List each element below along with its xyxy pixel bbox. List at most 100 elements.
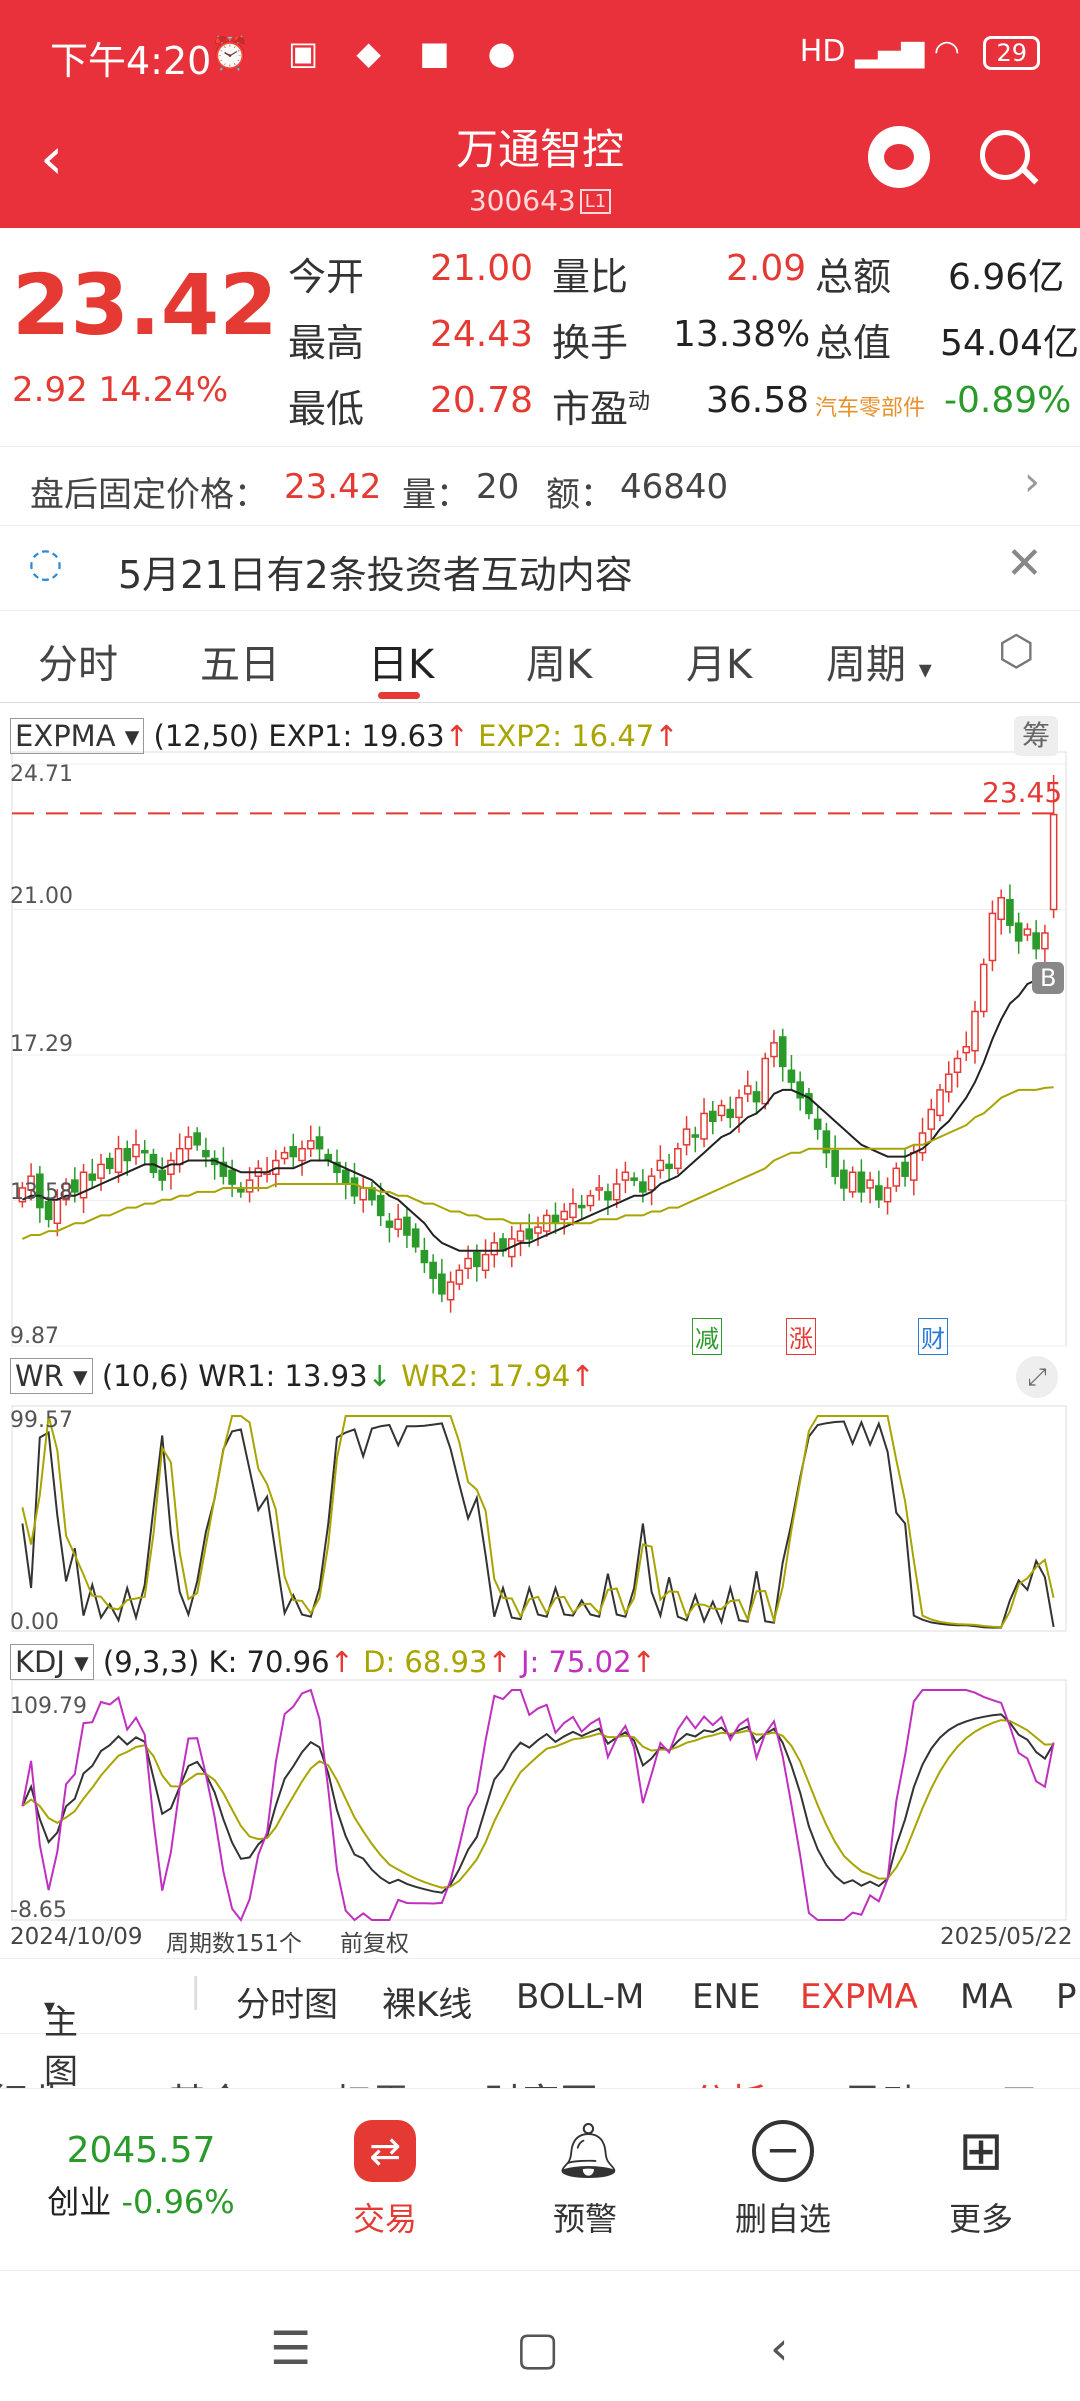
indicator-bare-k[interactable]: 裸K线 [382,1985,473,2025]
panel-frame-0 [11,751,1067,1347]
indicator-intraday[interactable]: 分时图 [236,1985,338,2025]
candle-body [280,1151,289,1160]
feature-risk-scan[interactable]: 扫雷 [334,2072,410,2088]
last-price: 23.42 [12,256,278,354]
candle-body [674,1147,682,1170]
marker-reduce[interactable]: 减 [692,1318,722,1355]
value-market-cap: 54.04亿 [940,323,1080,364]
after-hours-vol: 20 [476,467,520,507]
index-widget[interactable]: 2045.57 创业 -0.96% [36,2130,246,2223]
nav-trade[interactable]: ⇄ 交易 [300,2120,470,2240]
status-notification-icons: ⏰ ▣ ◆ ■ ● [210,34,530,72]
settings-hexagon-icon[interactable]: ⬡ [998,626,1035,675]
active-tab-indicator [378,692,420,699]
period-tabs: 分时 五日 日K 周K 月K 周期 ▾ ⬡ [0,612,1080,703]
candle-body [805,1093,813,1115]
kdj-header: KDJ ▾ (9,3,3) K: 70.96↑ D: 68.93↑ J: 75.… [10,1644,656,1680]
candle-body [455,1269,464,1285]
nav-alert[interactable]: 🔔︎ 预警 [500,2120,670,2240]
adjust-mode[interactable]: 前复权 [340,1931,409,1957]
quote-panel: 23.42 2.92 14.24% 今开 21.00 量比 2.09 总额 6.… [0,228,1080,446]
indicator-ma[interactable]: MA [960,1977,1013,2017]
menu-icon[interactable]: ☰ [270,2321,312,2375]
tab-five-day[interactable]: 五日 [200,642,280,688]
search-icon[interactable] [980,130,1030,180]
stock-name: 万通智控 [455,125,624,174]
feature-movement[interactable]: 异动 [844,2072,920,2088]
candle-body [551,1214,560,1224]
assistant-robot-icon[interactable] [868,126,930,188]
chart-canvas[interactable] [0,706,1080,1952]
tab-weekly-k[interactable]: 周K [526,642,593,688]
notice-text[interactable]: 5月21日有2条投资者互动内容 [118,553,633,597]
stock-code: 300643 [468,184,576,217]
feature-fund[interactable]: 基金 [168,2072,244,2088]
main-indicator-bar: 主图 ▾ | 分时图 裸K线 BOLL-M ENE EXPMA MA P [0,1958,1080,2092]
candle-body [875,1185,883,1201]
candle-body [944,1073,953,1093]
candle-body [473,1251,481,1268]
candle-body [988,912,997,962]
indicator-ene[interactable]: ENE [692,1977,761,2017]
tab-daily-k[interactable]: 日K [368,642,435,688]
candle-body [341,1169,350,1185]
indicator-boll[interactable]: BOLL-M [516,1977,645,2017]
feature-more[interactable]: 三 [1000,2072,1038,2088]
tab-monthly-k[interactable]: 月K [686,642,753,688]
nav-more[interactable]: ⊞ 更多 [896,2120,1066,2240]
indicator-more[interactable]: P [1056,1977,1077,2017]
candle-body [516,1230,525,1242]
candle-body [140,1149,149,1154]
close-icon[interactable]: ✕ [1006,538,1043,589]
indicator-expma[interactable]: EXPMA [800,1977,918,2017]
wr2-line [21,1415,1055,1629]
candle-body [962,1046,971,1054]
candle-body [901,1161,909,1177]
chip-distribution-button[interactable]: 筹 [1014,716,1058,756]
marker-finance[interactable]: 财 [918,1318,948,1355]
notice-bar[interactable]: ◌ 5月21日有2条投资者互动内容 ✕ [0,524,1080,611]
candle-body [158,1169,167,1181]
candle-body [743,1085,752,1095]
lightbulb-icon: ◌ [28,540,63,586]
tab-period-label: 周期 [826,642,906,688]
chart-area[interactable]: EXPMA ▾ (12,50) EXP1: 19.63↑ EXP2: 16.47… [0,706,1080,1957]
expand-icon[interactable]: ⤢ [1016,1356,1058,1398]
candle-body [726,1108,735,1119]
candle-body [717,1104,726,1117]
marker-rise[interactable]: 涨 [786,1318,816,1355]
home-icon[interactable]: ▢ [516,2321,560,2375]
after-hours-row[interactable]: 盘后固定价格： 23.42 量： 20 额： 46840 › [0,446,1080,526]
label-amount: 总额 [815,255,892,299]
back-button[interactable]: ‹ [40,124,64,192]
label-volume-ratio: 量比 [552,255,629,299]
candle-body [525,1228,534,1240]
status-right: HD ▂▄▆ ◠ 29 [800,34,1040,70]
feature-row: 行业 基金 扫雷 财富圈 AI分析 异动 三 [0,2040,1080,2089]
feature-wealth-circle[interactable]: 财富圈 [484,2072,598,2088]
expma-selector[interactable]: EXPMA ▾ [10,718,145,754]
feature-ai-analysis[interactable]: AI分析 [654,2072,767,2088]
back-icon[interactable]: ‹ [770,2321,789,2375]
candle-body [228,1169,236,1185]
chevron-right-icon[interactable]: › [1024,459,1040,505]
marker-buy[interactable]: B [1032,962,1065,994]
tab-period[interactable]: 周期 ▾ [826,632,932,690]
candle-body [735,1096,743,1119]
candle-body [796,1081,804,1099]
kdj-selector[interactable]: KDJ ▾ [10,1644,94,1680]
tab-intraday[interactable]: 分时 [38,642,118,688]
exp1-line [21,962,1055,1252]
exp1-value: EXP1: 19.63 [268,719,445,753]
candle-body [848,1171,857,1193]
minus-circle-icon: − [752,2120,814,2182]
j-value: J: 75.02 [520,1645,632,1679]
wr-selector[interactable]: WR ▾ [10,1358,93,1394]
candle-body [682,1128,691,1146]
nav-remove-watchlist[interactable]: − 删自选 [698,2120,868,2240]
label-low: 最低 [288,387,365,431]
feature-industry[interactable]: 行业 [0,2072,66,2088]
label-industry[interactable]: 汽车零部件 [815,396,926,421]
candle-body [44,1200,53,1221]
index-name: 创业 [47,2183,112,2221]
